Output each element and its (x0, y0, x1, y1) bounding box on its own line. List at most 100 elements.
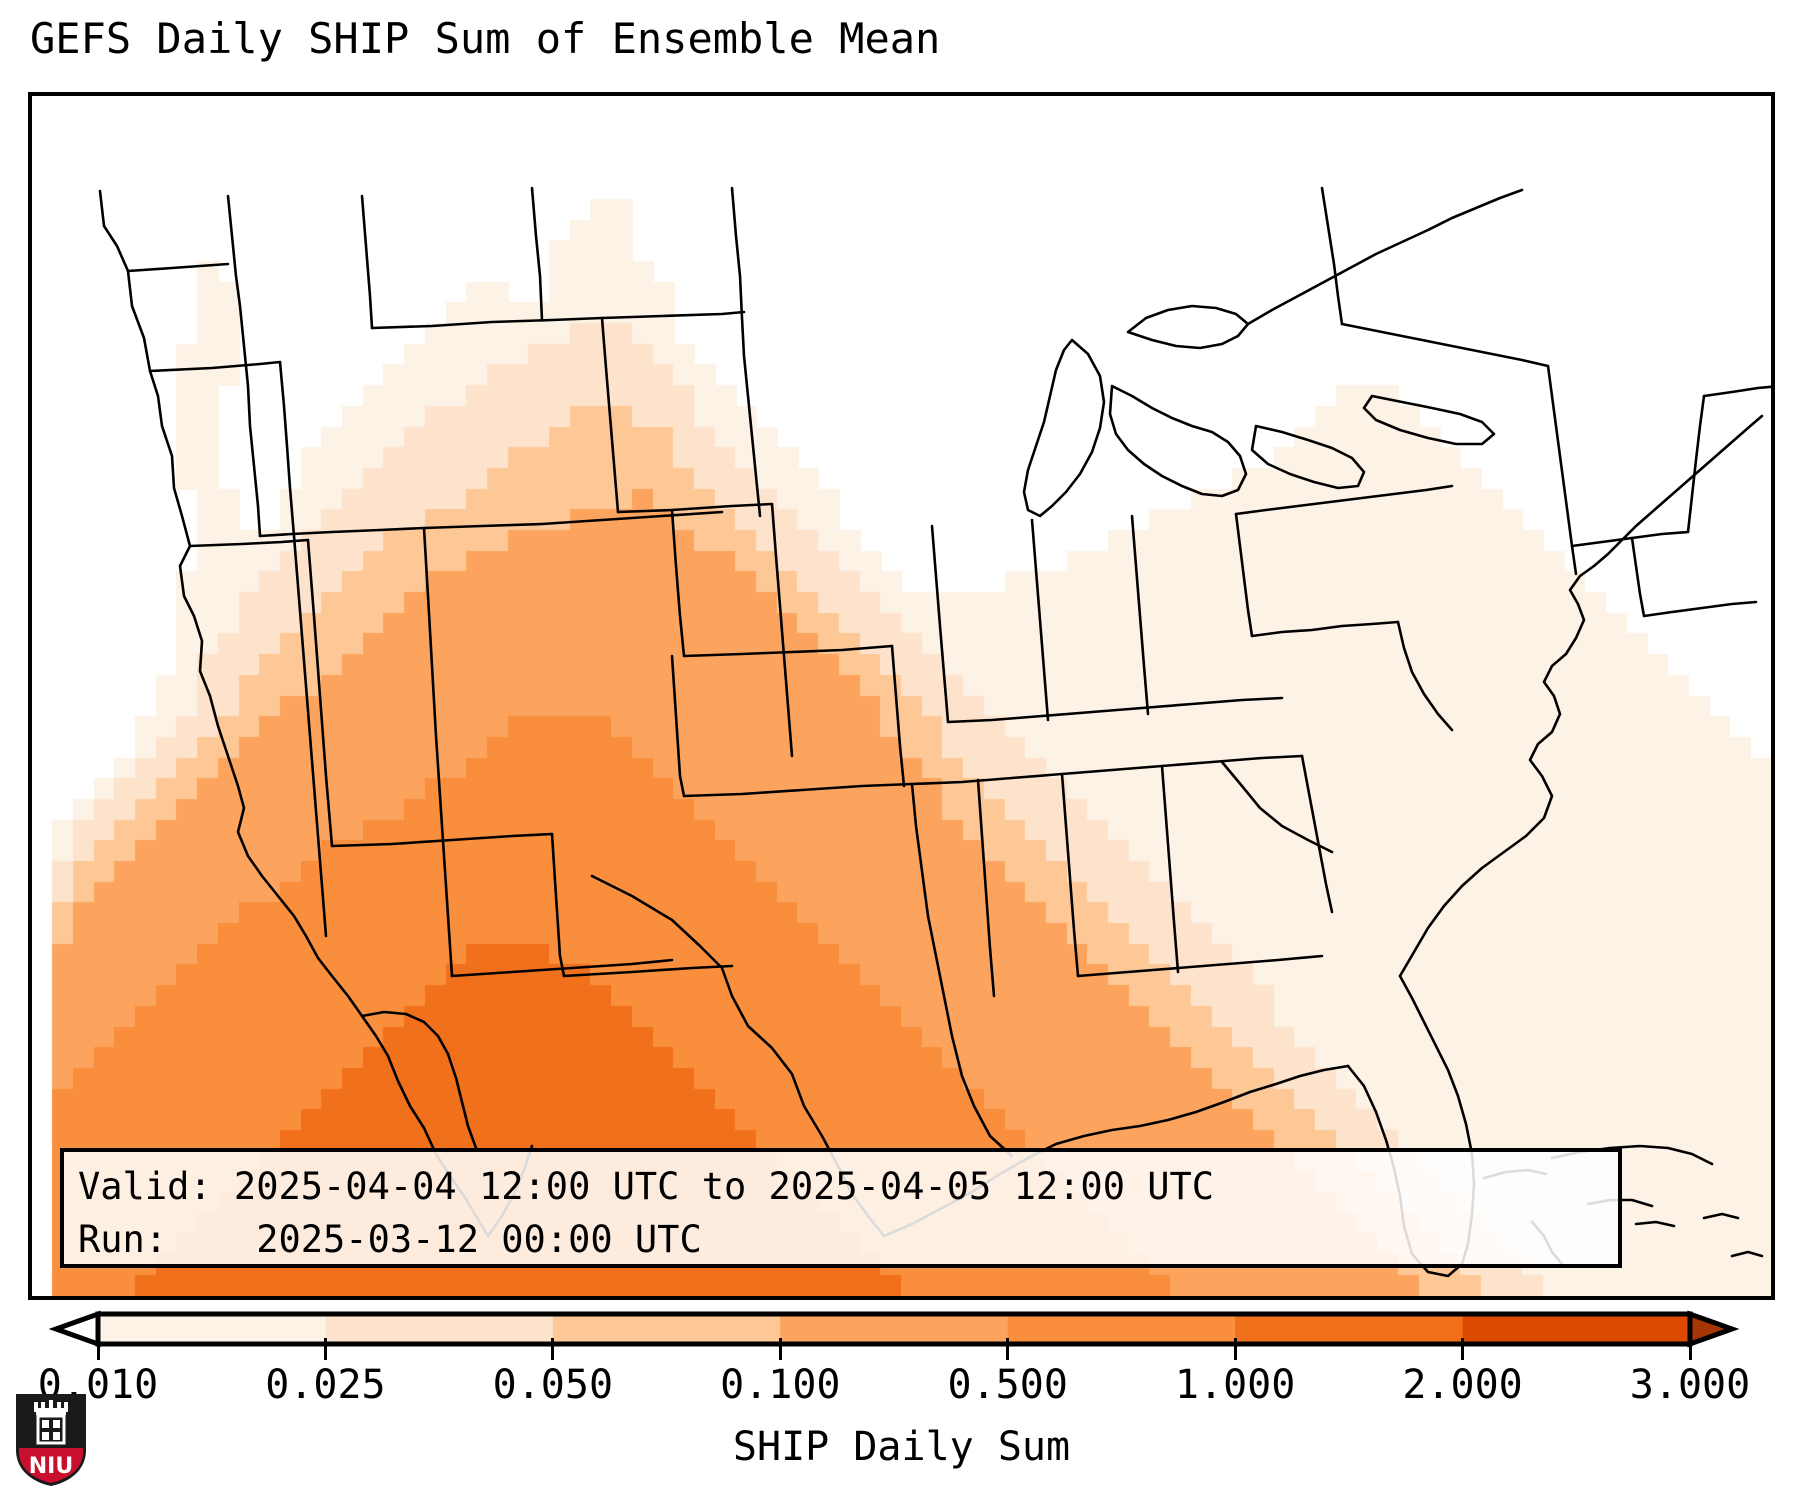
geo-boundary-path (912, 756, 1302, 784)
colorbar-tickmark (96, 1338, 100, 1360)
geo-boundary-path (1132, 516, 1148, 714)
geo-boundary-path (618, 504, 772, 512)
geo-boundary-path (1110, 386, 1246, 496)
logo-red-band (19, 1448, 83, 1483)
geo-boundary-path (1688, 396, 1704, 532)
colorbar-tickmark (1006, 1338, 1010, 1360)
geo-boundary-path (1252, 622, 1398, 636)
colorbar-band (552, 1314, 781, 1344)
geo-boundary-path (260, 528, 424, 536)
geo-boundary-path (1162, 766, 1178, 972)
run-time-line: Run: 2025-03-12 00:00 UTC (78, 1218, 702, 1261)
geo-boundary-path (672, 510, 684, 656)
geo-boundary-path (1236, 514, 1252, 636)
geo-boundary-path (424, 512, 722, 528)
colorbar-tick-label: 2.000 (1402, 1362, 1523, 1408)
colorbar-tickmark (1233, 1338, 1237, 1360)
geo-boundary-path (308, 540, 332, 846)
ship-heatmap-layer (32, 96, 1771, 1296)
colorbar-tickmark (1461, 1338, 1465, 1360)
geo-boundary-path (362, 1012, 448, 1054)
geo-boundary-path (1364, 396, 1494, 444)
colorbar-tickmarks (0, 1338, 1803, 1364)
geo-boundary-path (1548, 366, 1576, 574)
colorbar-band (1462, 1314, 1691, 1344)
geo-boundary-path (190, 540, 308, 546)
geo-boundary-path (128, 264, 228, 271)
geo-boundary-path (1704, 386, 1771, 396)
geo-boundary-path (424, 528, 452, 976)
geo-boundary-path (1302, 756, 1332, 912)
colorbar-tickmark (778, 1338, 782, 1360)
colorbar-tickmark (323, 1338, 327, 1360)
colorbar-outline (95, 1311, 1693, 1347)
colorbar-tick-label: 0.100 (720, 1362, 841, 1408)
map-inner (32, 96, 1771, 1296)
colorbar-tickmark (1688, 1338, 1692, 1360)
geography-outline-layer (32, 96, 1771, 1296)
colorbar-band (1235, 1314, 1464, 1344)
colorbar-tick-label: 3.000 (1629, 1362, 1751, 1408)
geo-boundary-path (552, 834, 564, 976)
geo-boundary-path (684, 646, 892, 656)
geo-boundary-path (978, 780, 994, 996)
colorbar-swatches (48, 1310, 1740, 1348)
geo-boundary-path (564, 966, 732, 976)
geo-boundary-path (452, 960, 672, 976)
colorbar (0, 1300, 1803, 1360)
colorbar-tick-label: 0.050 (492, 1362, 614, 1408)
geo-boundary-path (772, 504, 792, 756)
geo-boundary-path (602, 312, 744, 318)
geo-boundary-path (280, 362, 326, 936)
geo-boundary-path (1704, 1214, 1738, 1218)
geo-boundary-path (892, 646, 904, 786)
logo-text: NIU (29, 1454, 73, 1479)
geo-paths (100, 188, 1771, 1276)
geo-boundary-path (672, 656, 684, 796)
colorbar-band (325, 1314, 554, 1344)
logo-castle-icon (34, 1400, 68, 1445)
colorbar-tick-label: 1.000 (1174, 1362, 1296, 1408)
geo-boundary-path (1572, 532, 1688, 546)
colorbar-tickmark (551, 1338, 555, 1360)
geo-boundary-path (1644, 602, 1756, 616)
geo-boundary-path (1222, 762, 1332, 852)
map-panel (28, 92, 1775, 1300)
geo-boundary-path (1128, 306, 1248, 348)
geo-boundary-path (1248, 190, 1522, 324)
geo-boundary-path (1398, 622, 1452, 730)
geo-boundary-path (1252, 426, 1364, 488)
geo-boundary-path (332, 834, 552, 846)
geo-boundary-path (1400, 416, 1762, 976)
geo-boundary-path (1236, 486, 1452, 514)
geo-boundary-path (732, 188, 760, 516)
geo-boundary-path (1062, 774, 1078, 976)
geo-boundary-path (1636, 1222, 1674, 1226)
geo-boundary-path (372, 318, 602, 328)
colorbar-tick-labels: 0.010 0.025 0.050 0.100 0.500 1.000 2.000 3.000 (0, 1362, 1803, 1422)
geo-boundary-path (1342, 324, 1548, 366)
geo-boundary-path (1632, 538, 1644, 616)
geo-boundary-path (1322, 188, 1342, 324)
page-title: GEFS Daily SHIP Sum of Ensemble Mean (30, 14, 941, 63)
geo-boundary-path (602, 318, 618, 512)
geo-boundary-path (1024, 340, 1104, 516)
colorbar-band (98, 1314, 327, 1344)
geo-boundary-path (948, 698, 1282, 722)
geo-boundary-path (362, 196, 372, 328)
geo-boundary-path (932, 526, 948, 722)
colorbar-tick-label: 0.025 (265, 1362, 386, 1408)
geo-boundary-path (448, 1054, 476, 1148)
geo-boundary-path (1078, 956, 1322, 976)
colorbar-tick-label: 0.500 (947, 1362, 1068, 1408)
geo-boundary-path (532, 188, 542, 320)
geo-boundary-path (684, 784, 912, 796)
colorbar-band (780, 1314, 1009, 1344)
valid-time-line: Valid: 2025-04-04 12:00 UTC to 2025-04-0… (78, 1165, 1215, 1208)
geo-boundary-path (100, 191, 488, 1236)
geo-boundary-path (1032, 520, 1048, 720)
geo-boundary-path (150, 362, 280, 371)
colorbar-axis-label: SHIP Daily Sum (732, 1424, 1071, 1470)
colorbar-band (1007, 1314, 1236, 1344)
